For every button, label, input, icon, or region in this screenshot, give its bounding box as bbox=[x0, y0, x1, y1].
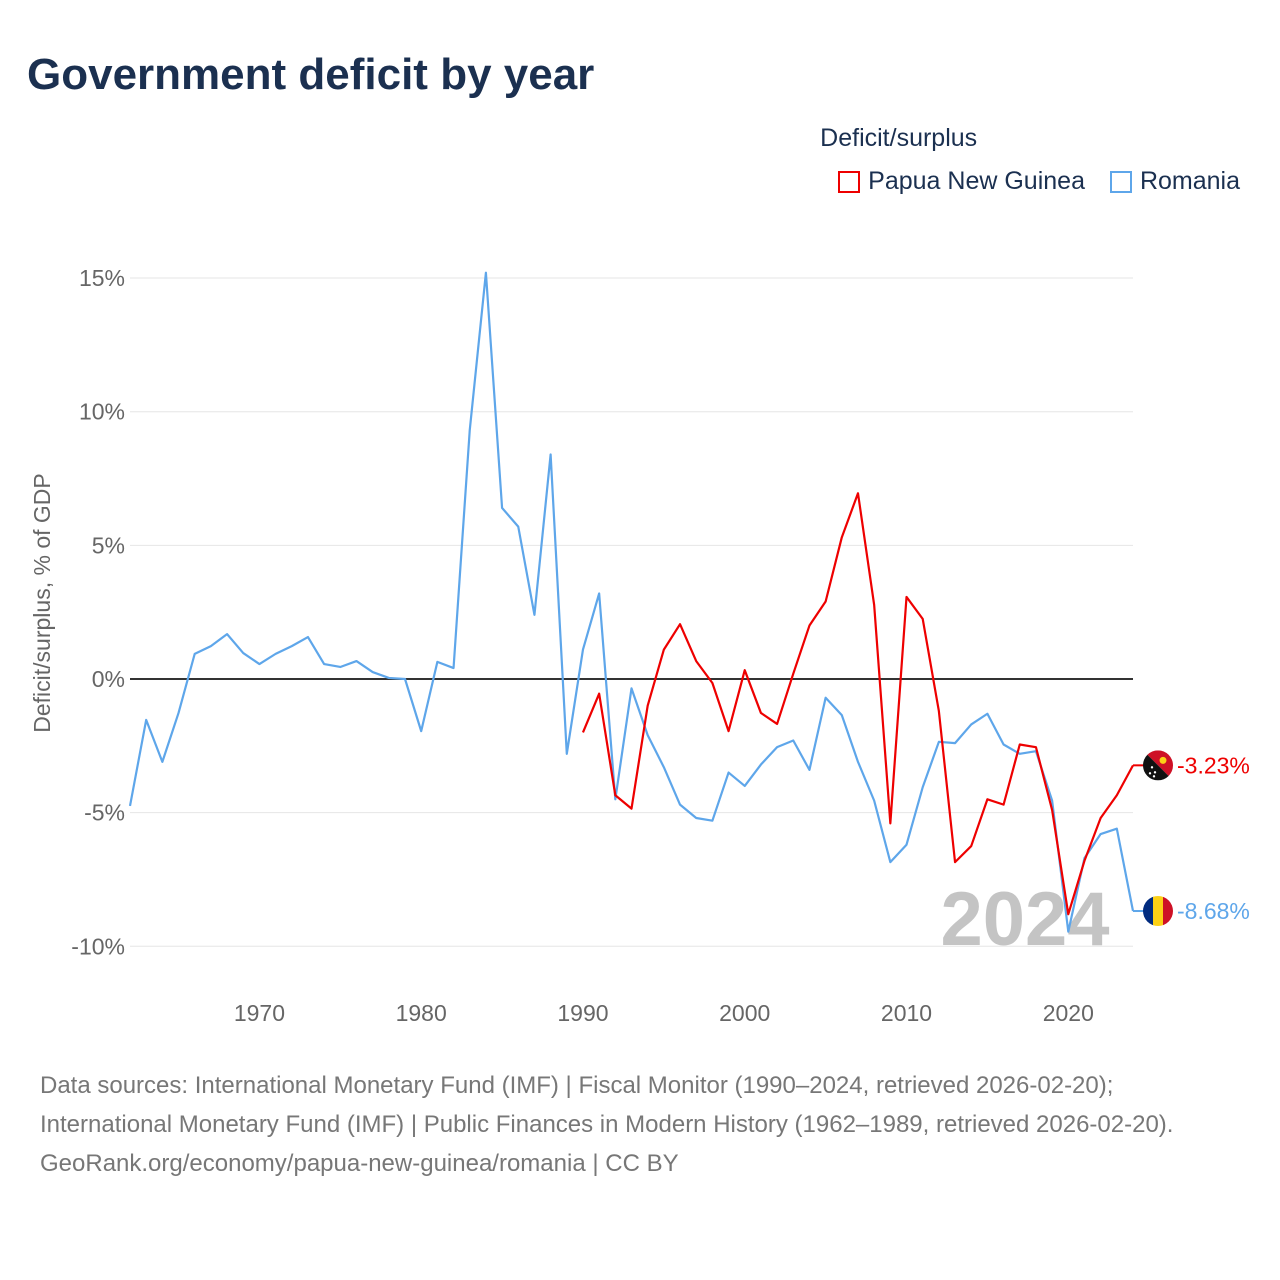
x-tick-label: 2020 bbox=[1043, 1000, 1094, 1026]
legend-swatch bbox=[838, 170, 861, 193]
x-tick-label: 2010 bbox=[881, 1000, 932, 1026]
footer: Data sources: International Monetary Fun… bbox=[40, 1066, 1240, 1183]
legend-title: Deficit/surplus bbox=[820, 124, 978, 152]
legend-item-papua-new-guinea[interactable]: Papua New Guinea bbox=[838, 167, 1085, 196]
y-tick-label: -10% bbox=[71, 933, 125, 959]
series-line-romania bbox=[128, 271, 1135, 933]
series-line-papua-new-guinea bbox=[581, 492, 1134, 916]
x-tick-label: 1980 bbox=[396, 1000, 447, 1026]
x-tick-label: 1970 bbox=[234, 1000, 285, 1026]
x-tick-label: 1990 bbox=[557, 1000, 608, 1026]
year-watermark: 2024 bbox=[940, 877, 1109, 962]
romania-flag-icon bbox=[1143, 896, 1173, 927]
chart-area: 2024 15% 10% 5% 0% -5% -10% 1970 1980 1990 2000 201… bbox=[29, 265, 1250, 1026]
legend-swatch bbox=[1109, 170, 1132, 193]
legend-label: Romania bbox=[1139, 167, 1240, 195]
y-axis-label: Deficit/surplus, % of GDP bbox=[29, 473, 55, 732]
x-tick-label: 2000 bbox=[719, 1000, 770, 1026]
end-value-label: -3.23% bbox=[1177, 752, 1250, 778]
legend: Deficit/surplus Papua New Guinea Romania bbox=[820, 124, 1240, 200]
y-tick-label: -5% bbox=[84, 800, 125, 826]
y-tick-label: 10% bbox=[79, 399, 125, 425]
chart-title: Government deficit by year bbox=[27, 50, 595, 99]
end-value-label: -8.68% bbox=[1177, 898, 1250, 924]
papua-new-guinea-flag-icon bbox=[1143, 750, 1173, 781]
legend-label: Papua New Guinea bbox=[868, 167, 1085, 195]
data-sources: Data sources: International Monetary Fun… bbox=[40, 1072, 1174, 1138]
y-tick-label: 15% bbox=[79, 265, 125, 291]
y-tick-label: 0% bbox=[92, 666, 125, 692]
credit-link[interactable]: GeoRank.org/economy/papua-new-guinea/rom… bbox=[40, 1150, 679, 1177]
y-tick-label: 5% bbox=[92, 532, 125, 558]
legend-item-romania[interactable]: Romania bbox=[1109, 167, 1240, 196]
